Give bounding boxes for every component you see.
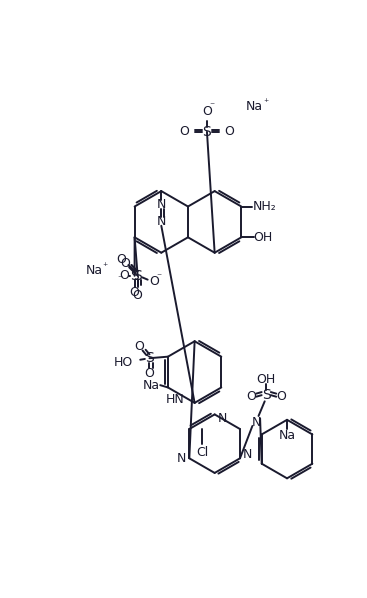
Text: O: O bbox=[202, 105, 212, 118]
Text: Na: Na bbox=[246, 100, 263, 113]
Text: O: O bbox=[120, 269, 130, 282]
Text: O: O bbox=[145, 367, 155, 380]
Text: ⁻: ⁻ bbox=[117, 274, 123, 285]
Text: O: O bbox=[133, 289, 143, 301]
Text: S: S bbox=[262, 388, 270, 402]
Text: O: O bbox=[246, 390, 256, 403]
Text: NH₂: NH₂ bbox=[252, 200, 276, 213]
Text: N: N bbox=[157, 215, 166, 228]
Text: O: O bbox=[117, 253, 126, 266]
Text: S: S bbox=[130, 269, 139, 283]
Text: OH: OH bbox=[253, 231, 273, 244]
Text: O: O bbox=[120, 257, 130, 270]
Text: O: O bbox=[224, 126, 234, 138]
Text: O: O bbox=[180, 126, 190, 138]
Text: O: O bbox=[277, 390, 287, 403]
Text: ⁻: ⁻ bbox=[209, 102, 214, 111]
Text: N: N bbox=[218, 412, 227, 425]
Text: N: N bbox=[251, 416, 261, 429]
Text: OH: OH bbox=[257, 373, 276, 386]
Text: ⁺: ⁺ bbox=[103, 261, 108, 271]
Text: HN: HN bbox=[166, 393, 184, 406]
Text: Na: Na bbox=[279, 429, 295, 442]
Text: O: O bbox=[130, 286, 139, 299]
Text: O: O bbox=[149, 276, 159, 288]
Text: ⁺: ⁺ bbox=[263, 97, 268, 108]
Text: HO: HO bbox=[113, 356, 132, 368]
Text: Na: Na bbox=[142, 379, 160, 392]
Text: S: S bbox=[203, 125, 211, 139]
Text: Cl: Cl bbox=[196, 446, 208, 459]
Text: N: N bbox=[157, 198, 166, 210]
Text: N: N bbox=[243, 448, 252, 461]
Text: S: S bbox=[145, 351, 154, 365]
Text: N: N bbox=[177, 452, 186, 465]
Text: ⁻: ⁻ bbox=[156, 272, 161, 282]
Text: Na: Na bbox=[86, 264, 103, 277]
Text: O: O bbox=[134, 340, 143, 353]
Text: S: S bbox=[133, 269, 142, 283]
